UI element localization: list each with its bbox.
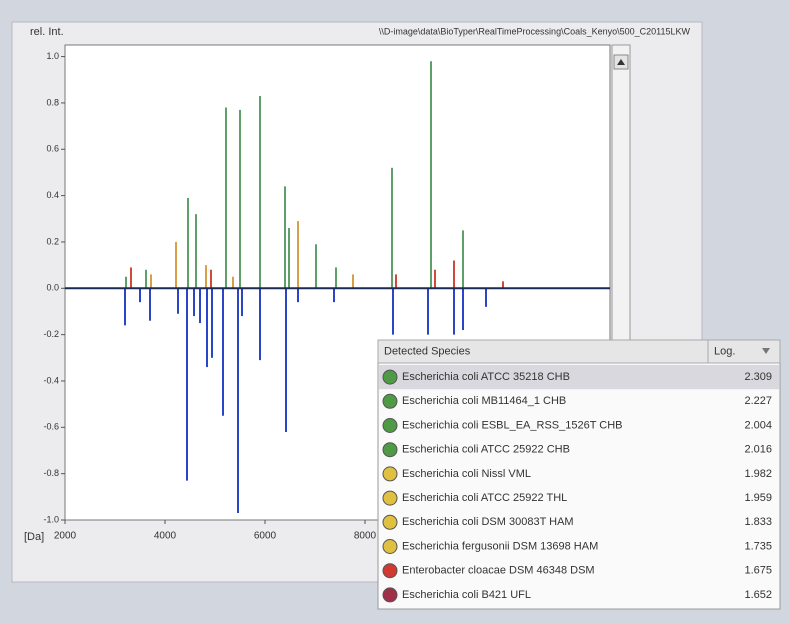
x-tick-label: 6000 (254, 531, 277, 542)
result-icon (383, 467, 397, 481)
y-axis-label: rel. Int. (30, 26, 64, 38)
log-score: 2.004 (744, 419, 772, 431)
log-score: 1.833 (744, 516, 772, 528)
x-tick-label: 4000 (154, 531, 177, 542)
result-icon (383, 515, 397, 529)
y-tick-label: 0.8 (46, 97, 59, 107)
y-tick-label: -0.6 (43, 422, 59, 432)
log-score: 1.652 (744, 589, 772, 601)
page: rel. Int. \\D-image\data\BioTyper\RealTi… (0, 0, 790, 624)
result-icon (383, 588, 397, 602)
species-table: Detected Species Log. Escherichia coli ATC… (378, 340, 780, 609)
y-tick-label: -0.4 (43, 375, 59, 385)
log-score: 1.735 (744, 540, 772, 552)
y-tick-label: 1.0 (46, 51, 59, 61)
species-name[interactable]: Escherichia coli ATCC 35218 CHB (402, 371, 570, 383)
species-name[interactable]: Escherichia coli ATCC 25922 CHB (402, 444, 570, 456)
result-icon (383, 491, 397, 505)
result-icon (383, 370, 397, 384)
header-cell: Detected Species (384, 345, 471, 357)
y-tick-label: -0.2 (43, 329, 59, 339)
species-name[interactable]: Escherichia coli DSM 30083T HAM (402, 516, 574, 528)
log-score: 2.309 (744, 371, 772, 383)
species-name[interactable]: Escherichia coli B421 UFL (402, 589, 531, 601)
y-tick-label: 0.6 (46, 144, 59, 154)
species-name[interactable]: Escherichia fergusonii DSM 13698 HAM (402, 540, 598, 552)
y-tick-label: -0.8 (43, 468, 59, 478)
x-tick-label: 8000 (354, 531, 377, 542)
y-tick-label: 0.4 (46, 190, 59, 200)
result-icon (383, 394, 397, 408)
log-score: 2.227 (744, 395, 772, 407)
y-tick-label: 0.2 (46, 236, 59, 246)
species-name[interactable]: Escherichia coli ATCC 25922 THL (402, 492, 567, 504)
screen: rel. Int. \\D-image\data\BioTyper\RealTi… (0, 0, 790, 624)
y-tick-label: -1.0 (43, 514, 59, 524)
result-icon (383, 564, 397, 578)
result-icon (383, 540, 397, 554)
log-score: 1.959 (744, 492, 772, 504)
species-name[interactable]: Escherichia coli Nissl VML (402, 468, 531, 480)
log-score: 1.675 (744, 565, 772, 577)
x-tick-label: 2000 (54, 531, 77, 542)
file-path: \\D-image\data\BioTyper\RealTimeProcessi… (379, 26, 691, 36)
log-score: 1.982 (744, 468, 772, 480)
log-score: 2.016 (744, 444, 772, 456)
species-name[interactable]: Escherichia coli MB11464_1 CHB (402, 395, 566, 407)
header-cell[interactable]: Log. (714, 345, 735, 357)
y-tick-label: 0.0 (46, 283, 59, 293)
x-axis-label: [Da] (24, 531, 44, 543)
result-icon (383, 419, 397, 433)
species-name[interactable]: Enterobacter cloacae DSM 46348 DSM (402, 565, 595, 577)
species-name[interactable]: Escherichia coli ESBL_EA_RSS_1526T CHB (402, 419, 623, 431)
result-icon (383, 443, 397, 457)
